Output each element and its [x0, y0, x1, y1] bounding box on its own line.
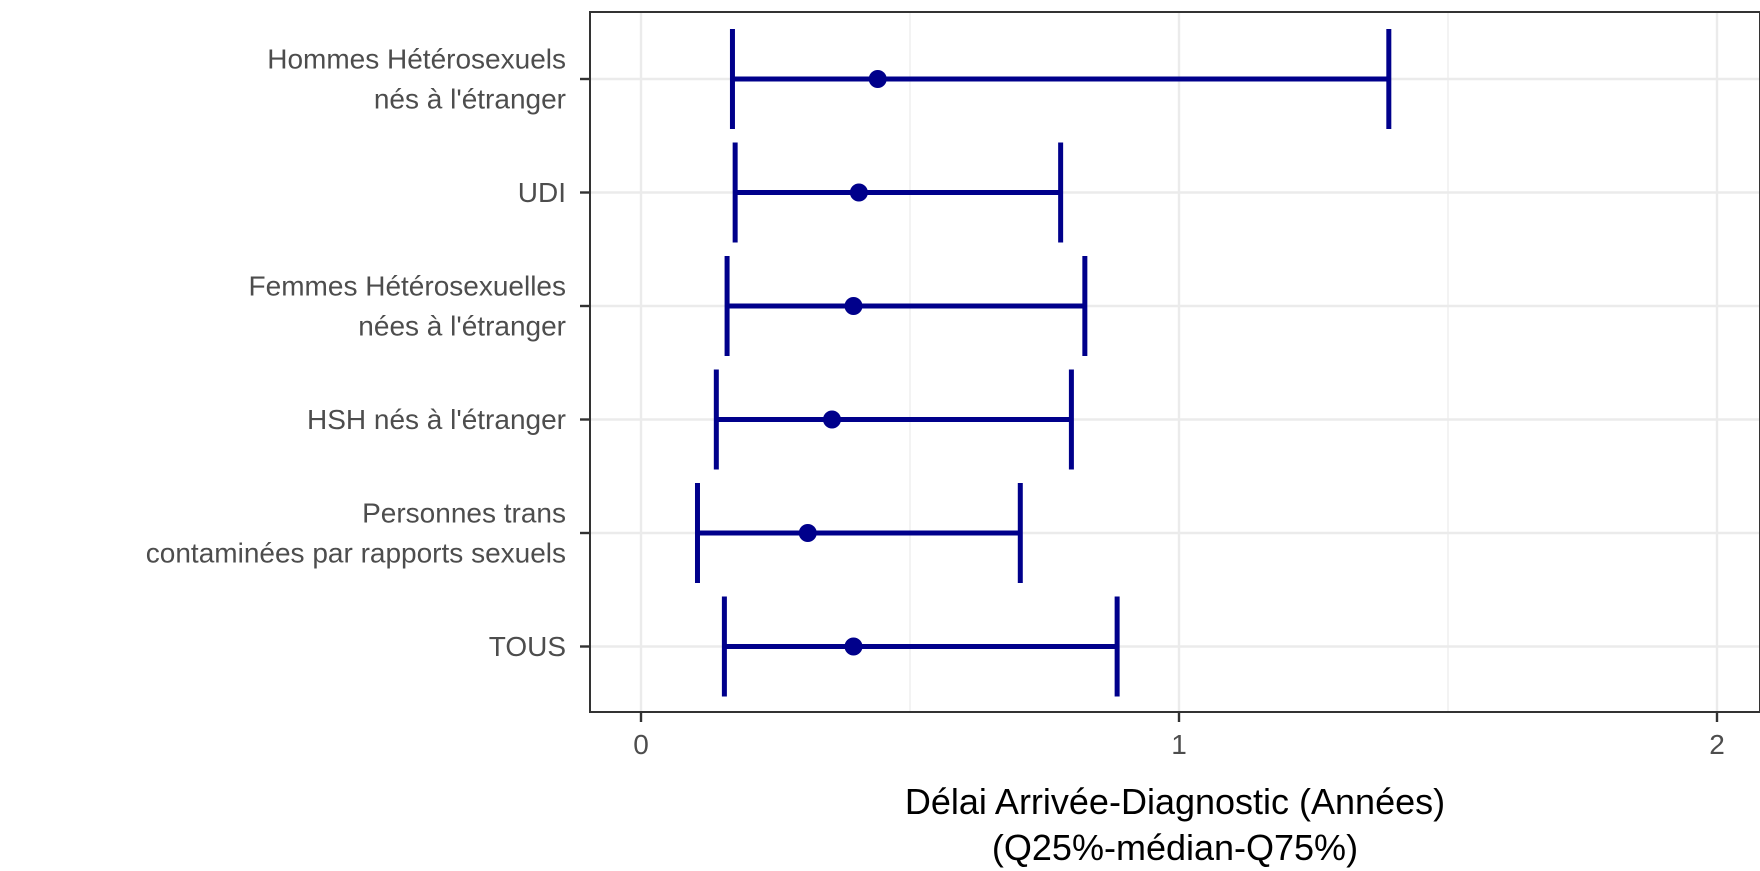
y-tick-label: contaminées par rapports sexuels [146, 538, 566, 569]
x-axis-title-line: Délai Arrivée-Diagnostic (Années) [905, 781, 1445, 822]
error-bar [729, 29, 1392, 129]
median-point [849, 183, 868, 202]
median-points [798, 70, 887, 656]
median-point [822, 410, 841, 429]
y-tick-label: HSH nés à l'étranger [307, 404, 566, 435]
y-tick-label: Personnes trans [362, 498, 566, 529]
median-point [868, 70, 887, 88]
y-axis: Hommes Hétérosexuels nés à l'étranger UDI F… [146, 44, 590, 662]
panel-border [589, 11, 1760, 713]
error-bar [724, 256, 1088, 356]
error-bar [732, 142, 1064, 243]
error-bar [713, 369, 1074, 470]
error-bars [694, 29, 1392, 697]
error-bar [694, 483, 1023, 583]
median-point [798, 524, 817, 542]
x-tick-label: 1 [1171, 729, 1187, 760]
y-tick-label: UDI [518, 177, 566, 208]
panel-background [590, 12, 1760, 712]
median-point [844, 297, 863, 315]
y-tick-label: Hommes Hétérosexuels [267, 44, 566, 75]
x-axis-title: Délai Arrivée-Diagnostic (Années) (Q25%-m… [905, 781, 1445, 868]
x-axis-title-line: (Q25%-médian-Q75%) [992, 827, 1358, 868]
y-tick-label: TOUS [489, 631, 566, 662]
y-tick-label: nées à l'étranger [358, 311, 566, 342]
panel-frame [589, 11, 1760, 713]
x-tick-label: 2 [1709, 729, 1725, 760]
error-bar [721, 596, 1120, 697]
median-point [844, 637, 863, 656]
y-tick-label: nés à l'étranger [374, 84, 566, 115]
plot-panel [590, 12, 1760, 712]
y-tick-label: Femmes Hétérosexuelles [249, 271, 566, 302]
x-tick-label: 0 [633, 729, 649, 760]
x-axis: 0 1 2 [633, 712, 1725, 760]
